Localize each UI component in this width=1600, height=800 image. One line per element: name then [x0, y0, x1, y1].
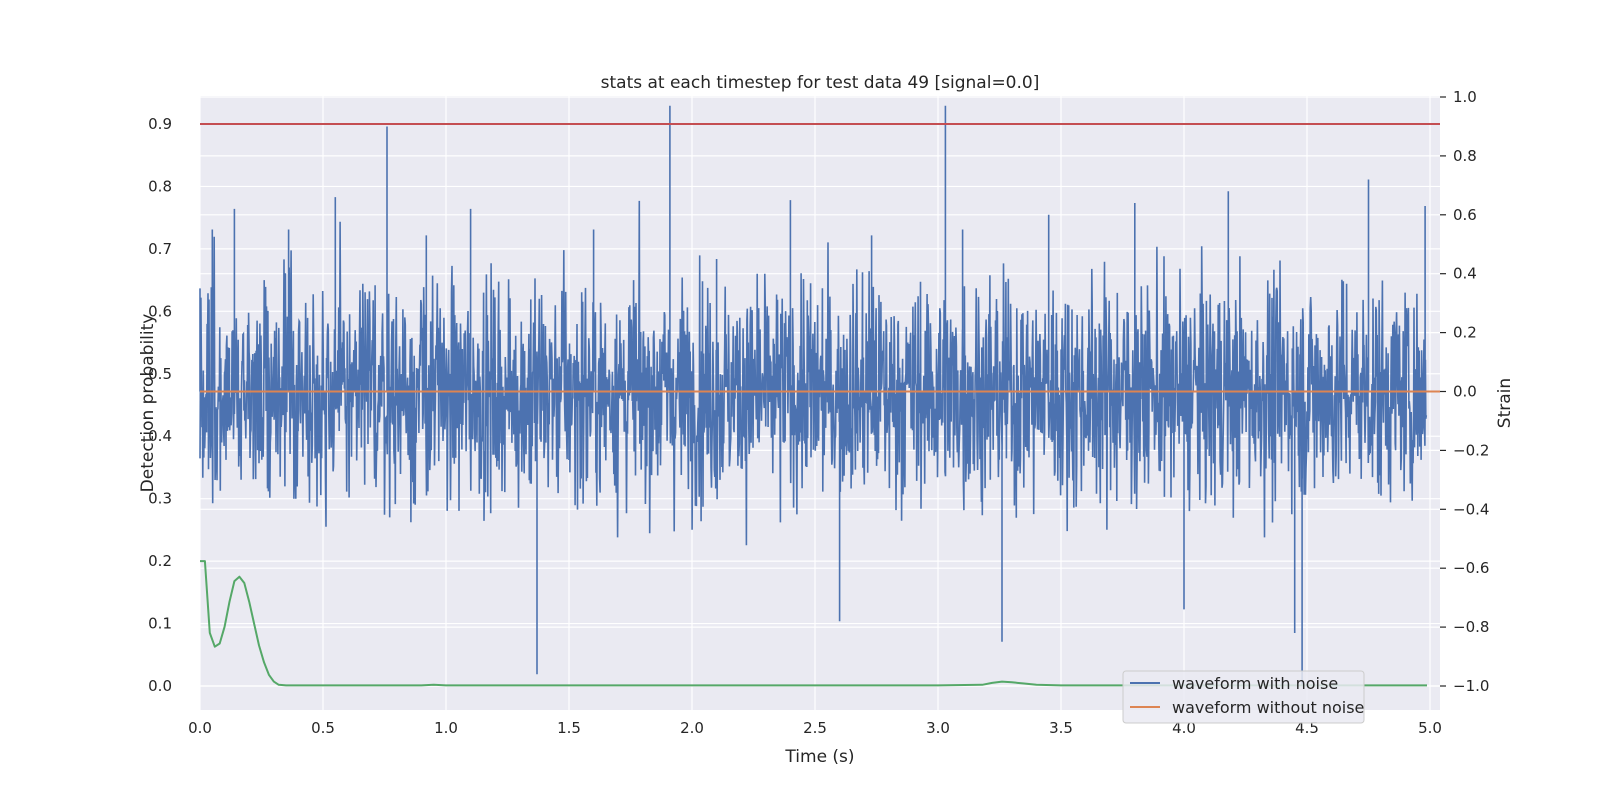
y2-tick-label: −0.2	[1453, 441, 1489, 459]
x-tick-label: 1.0	[434, 719, 458, 737]
y2-tick-label: −1.0	[1453, 677, 1489, 695]
x-tick-label: 5.0	[1418, 719, 1442, 737]
y2-tick-label: 0.6	[1453, 206, 1477, 224]
plot-lines	[199, 105, 1440, 687]
y-tick-label: 0.2	[148, 552, 172, 570]
y-tick-label: 0.6	[148, 302, 172, 320]
y-axis-label: Detection probability	[138, 314, 158, 493]
legend: waveform with noise waveform without noi…	[1122, 670, 1365, 724]
x-tick-label: 2.5	[803, 719, 827, 737]
y2-tick-label: −0.6	[1453, 559, 1489, 577]
y2-tick-label: −0.8	[1453, 618, 1489, 636]
x-tick-label: 3.5	[1049, 719, 1073, 737]
legend-label-clean: waveform without noise	[1172, 698, 1364, 717]
y-tick-label: 0.7	[148, 240, 172, 258]
x-tick-label: 1.5	[557, 719, 581, 737]
y2-tick-label: 0.4	[1453, 265, 1477, 283]
y2-tick-label: 1.0	[1453, 88, 1477, 106]
y2-tick-label: 0.0	[1453, 383, 1477, 401]
y2-tick-label: −0.4	[1453, 500, 1489, 518]
x-axis-label: Time (s)	[784, 747, 854, 767]
y2-tick-label: 0.8	[1453, 147, 1477, 165]
legend-label-noisy: waveform with noise	[1172, 674, 1338, 693]
y-tick-label: 0.5	[148, 365, 172, 383]
y-tick-label: 0.0	[148, 677, 172, 695]
y2-axis-label: Strain	[1495, 378, 1515, 428]
y-tick-label: 0.4	[148, 427, 172, 445]
series-detection-probability	[200, 560, 1427, 687]
y2-tick-label: 0.2	[1453, 324, 1477, 342]
x-tick-label: 2.0	[680, 719, 704, 737]
x-tick-label: 0.5	[311, 719, 335, 737]
legend-box	[1122, 670, 1365, 724]
y-tick-label: 0.9	[148, 115, 172, 133]
y-tick-label: 0.1	[148, 615, 172, 633]
x-tick-label: 0.0	[188, 719, 212, 737]
y-tick-label: 0.8	[148, 177, 172, 195]
x-tick-label: 3.0	[926, 719, 950, 737]
tick-labels: 0.0 0.5 1.0 1.5 2.0 2.5 3.0 3.5 4.0 4.5 5.00.00.10…	[148, 88, 1489, 737]
chart-title: stats at each timestep for test data 49 …	[601, 73, 1040, 93]
y-tick-label: 0.3	[148, 490, 172, 508]
